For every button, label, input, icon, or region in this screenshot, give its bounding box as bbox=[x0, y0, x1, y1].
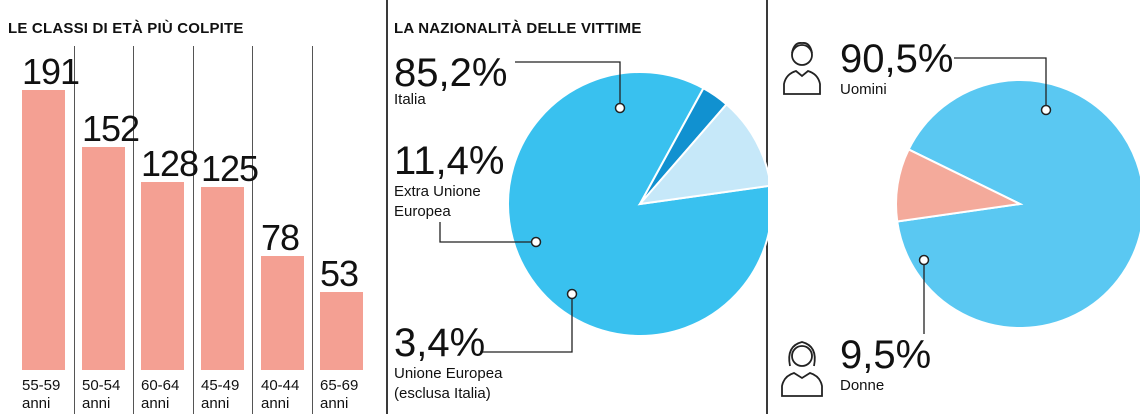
bar-40-44 bbox=[261, 255, 304, 370]
slice-label-ue-1: Unione Europea bbox=[394, 365, 503, 382]
bar-45-49 bbox=[201, 186, 244, 370]
callout-line-ue bbox=[480, 294, 573, 353]
value-label-extra-ue: 11,4% bbox=[394, 139, 504, 183]
bar-unit-label: anni bbox=[261, 395, 290, 412]
bar-separator bbox=[252, 46, 253, 414]
nationality-chart-title: LA NAZIONALITÀ DELLE VITTIME bbox=[394, 20, 642, 37]
bar-category-label: 60-64 bbox=[141, 377, 180, 394]
bar-value-label: 152 bbox=[82, 108, 140, 150]
pie-slice-nationality-0 bbox=[507, 71, 768, 337]
panel-divider-left bbox=[386, 0, 388, 414]
pie-slice-donne bbox=[895, 148, 1024, 223]
pie-slice-uomini bbox=[896, 79, 1140, 329]
slice-label-donne: Donne bbox=[840, 377, 884, 394]
bar-separator bbox=[193, 46, 194, 414]
callout-line-extra-ue bbox=[439, 222, 536, 243]
bar-category-label: 40-44 bbox=[261, 377, 300, 394]
bar-value-label: 128 bbox=[141, 143, 199, 185]
value-label-uomini: 90,5% bbox=[840, 37, 953, 81]
bar-category-label: 45-49 bbox=[201, 377, 240, 394]
bar-chart-title: LE CLASSI DI ETÀ PIÙ COLPITE bbox=[8, 20, 244, 37]
value-label-italia: 85,2% bbox=[394, 51, 507, 95]
bar-value-label: 53 bbox=[320, 253, 359, 295]
bar-separator bbox=[312, 46, 313, 414]
bar-separator bbox=[133, 46, 134, 414]
slice-label-uomini: Uomini bbox=[840, 81, 887, 98]
bar-unit-label: anni bbox=[320, 395, 349, 412]
callout-line-italia bbox=[515, 61, 621, 108]
slice-label-italia: Italia bbox=[394, 91, 426, 108]
bar-category-label: 55-59 bbox=[22, 377, 61, 394]
bar-category-label: 65-69 bbox=[320, 377, 359, 394]
value-label-ue: 3,4% bbox=[394, 321, 485, 365]
bar-55-59 bbox=[22, 90, 65, 370]
value-label-donne: 9,5% bbox=[840, 333, 931, 377]
callout-dot-ue bbox=[566, 288, 578, 300]
bar-50-54 bbox=[82, 147, 125, 370]
pie-slice-nationality-1 bbox=[637, 102, 768, 206]
nationality-pie-chart: 85,2%Italia 11,4%Extra Unione Europea 3,4%U… bbox=[394, 51, 768, 402]
bar-unit-label: anni bbox=[22, 395, 51, 412]
gender-pie-chart: 90,5%Uomini 9,5%Donne bbox=[781, 37, 1140, 397]
bar-unit-label: anni bbox=[201, 395, 230, 412]
slice-label-extra-ue-1: Extra Unione bbox=[394, 183, 481, 200]
callout-line-uomini bbox=[954, 57, 1047, 110]
bar-value-label: 191 bbox=[22, 51, 80, 92]
bar-value-label: 125 bbox=[201, 147, 259, 189]
man-icon bbox=[783, 42, 821, 95]
callout-dot-italia bbox=[614, 102, 626, 114]
bar-separator bbox=[74, 46, 75, 414]
bar-category-label: 50-54 bbox=[82, 377, 121, 394]
bar-65-69 bbox=[320, 292, 363, 370]
bar-unit-label: anni bbox=[82, 395, 111, 412]
slice-label-ue-2: (esclusa Italia) bbox=[394, 385, 491, 402]
bar-60-64 bbox=[141, 182, 184, 370]
slice-label-extra-ue-2: Europea bbox=[394, 203, 451, 220]
bar-value-label: 78 bbox=[261, 216, 300, 258]
callout-dot-donne bbox=[918, 254, 930, 266]
callout-dot-uomini bbox=[1040, 104, 1052, 116]
callout-dot-extra-ue bbox=[530, 236, 542, 248]
woman-icon bbox=[781, 341, 823, 397]
bar-unit-label: anni bbox=[141, 395, 170, 412]
